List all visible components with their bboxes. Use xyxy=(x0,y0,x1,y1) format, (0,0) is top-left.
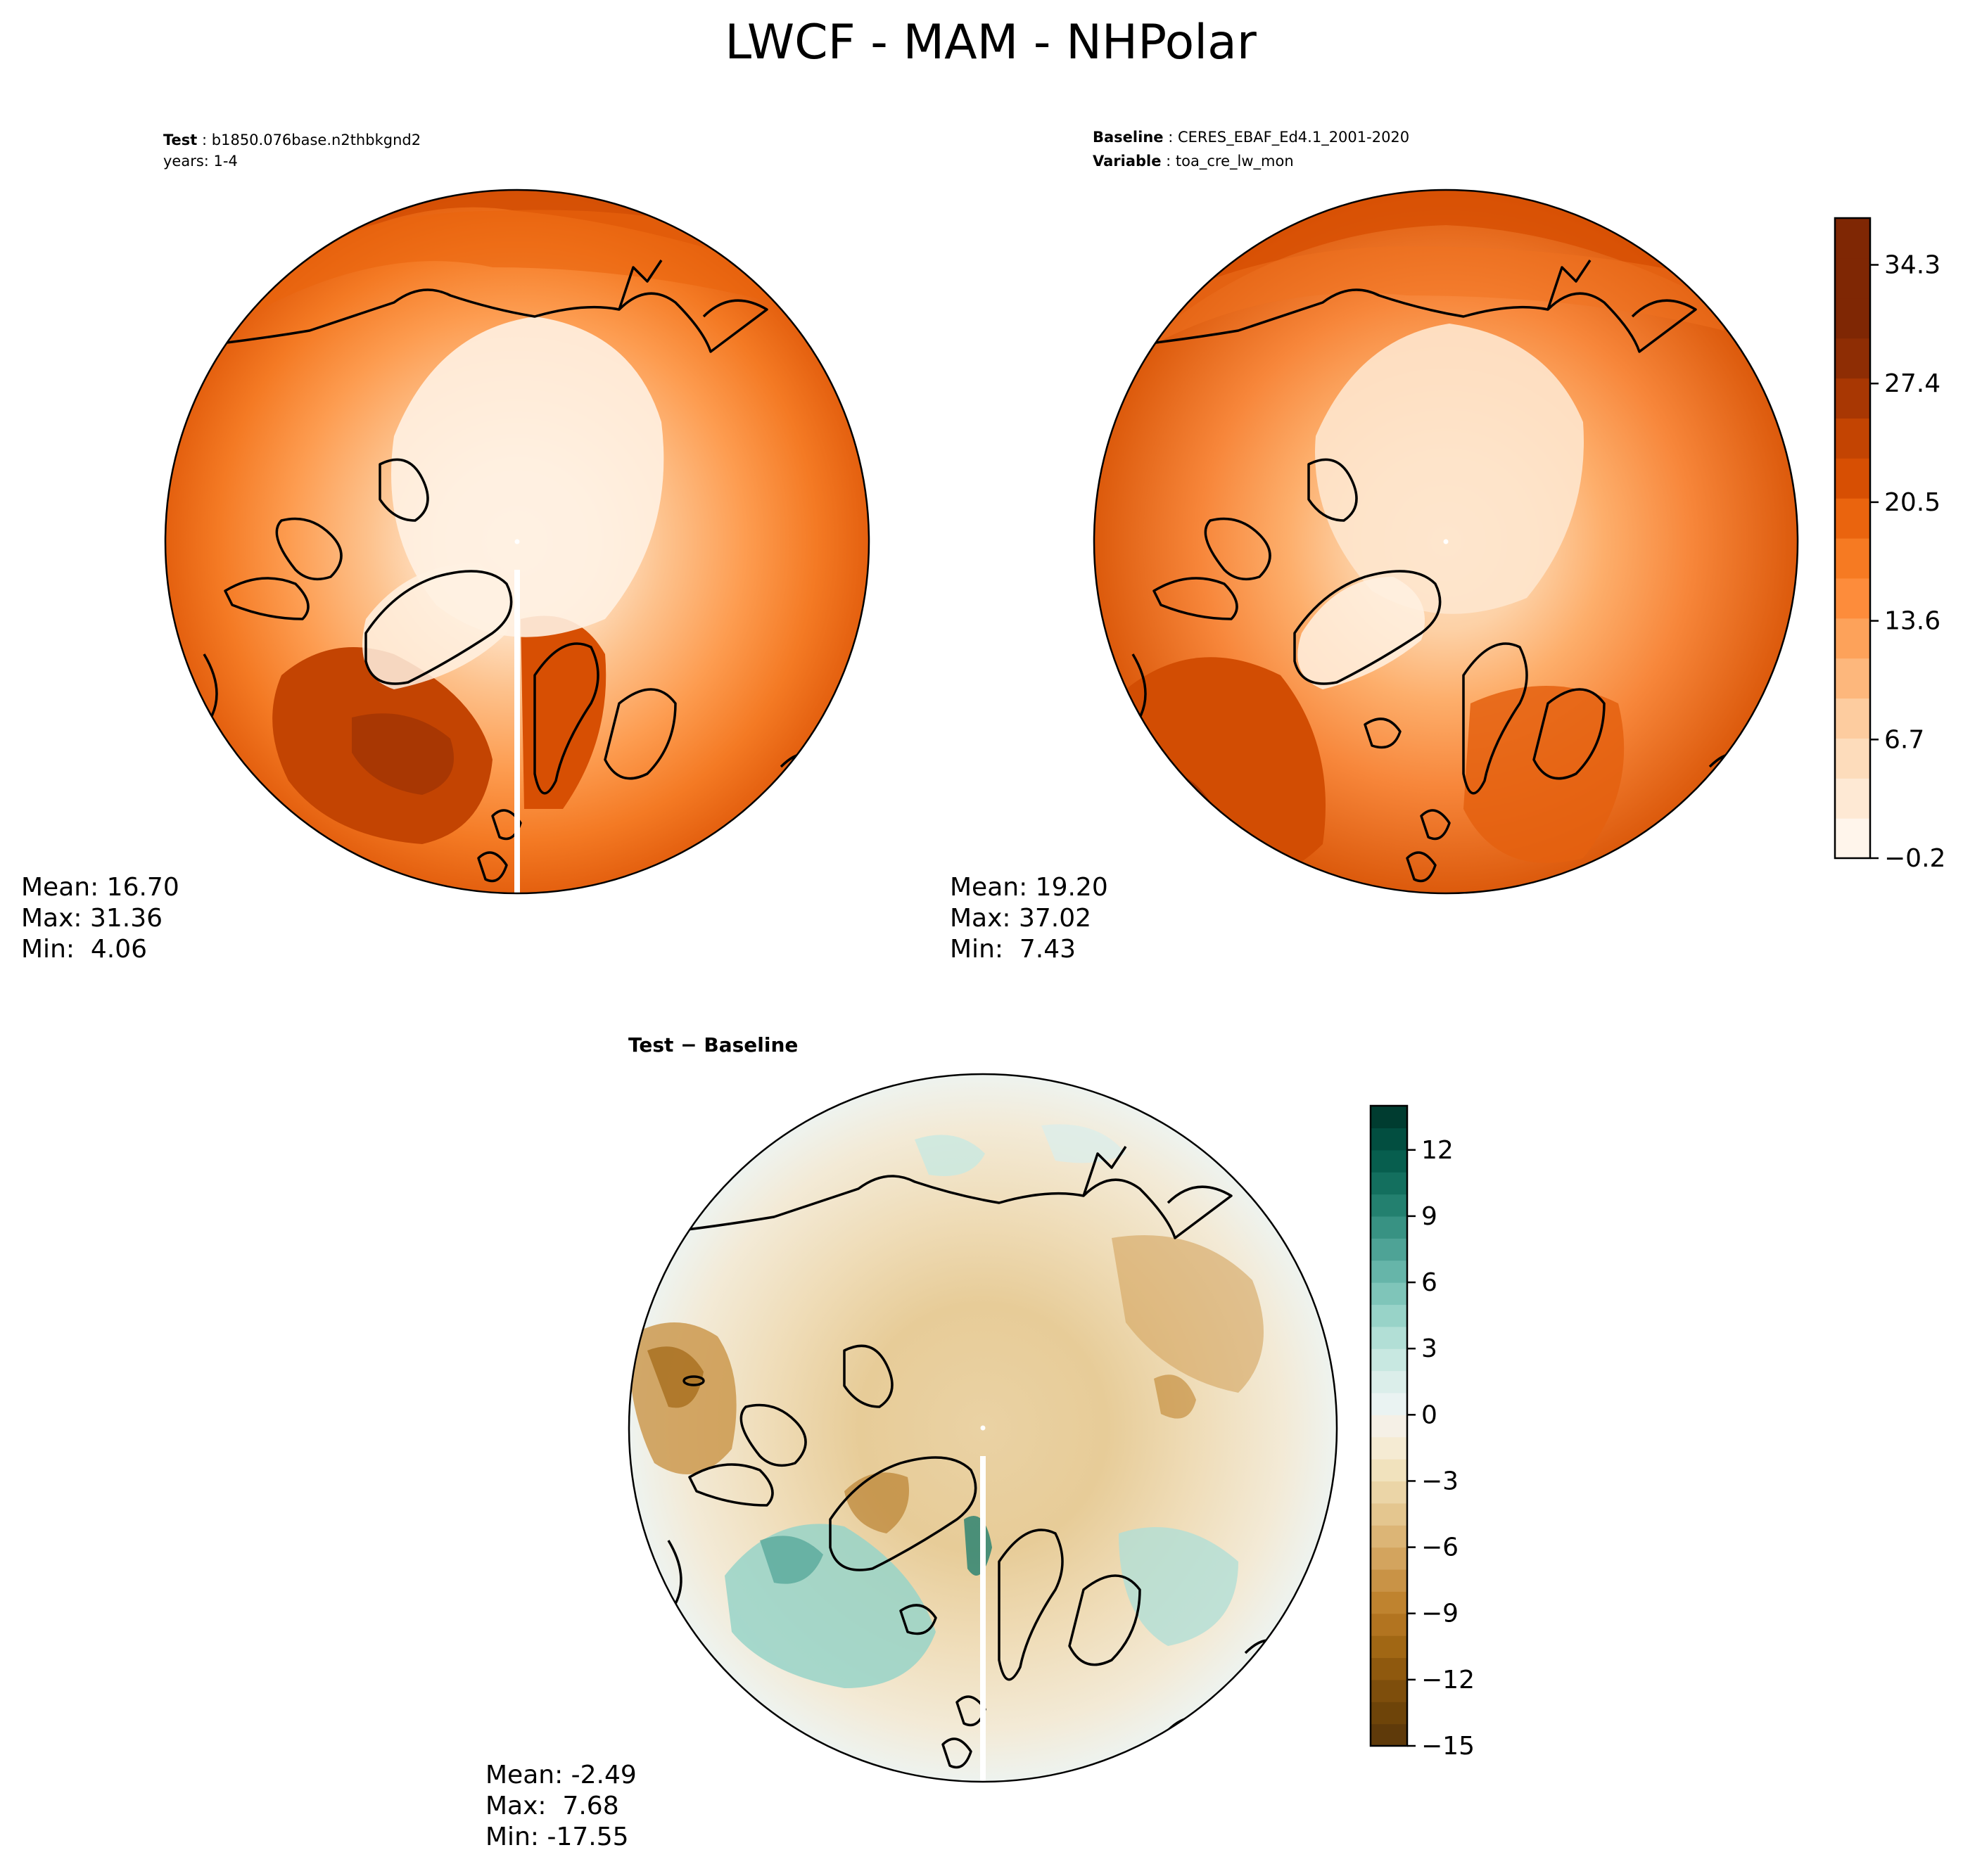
colorbar-main-band xyxy=(1835,658,1870,699)
panel-test: Test : b1850.076base.n2thbkgnd2 years: 1… xyxy=(21,132,870,964)
panel-test-header-1-text: b1850.076base.n2thbkgnd2 xyxy=(212,132,421,148)
colorbar-main-band xyxy=(1835,257,1870,299)
panel-baseline-stat-mean: Mean: 19.20 xyxy=(950,873,1108,902)
colorbar-diff-band xyxy=(1371,1304,1407,1327)
colorbar-diff-band xyxy=(1371,1635,1407,1659)
panel-diff-stat-max: Max: 7.68 xyxy=(485,1792,619,1820)
colorbar-diff-band xyxy=(1371,1149,1407,1173)
colorbar-main-tick-label: 6.7 xyxy=(1884,725,1924,754)
colorbar-main-band xyxy=(1835,338,1870,379)
colorbar-main-band xyxy=(1835,298,1870,339)
panel-baseline: Baseline : CERES_EBAF_Ed4.1_2001-2020 Va… xyxy=(950,129,1799,964)
colorbar-main-band xyxy=(1835,378,1870,419)
colorbar-main-tick-label: 27.4 xyxy=(1884,369,1940,398)
colorbar-diff-band xyxy=(1371,1436,1407,1460)
colorbar-diff-band xyxy=(1371,1702,1407,1725)
colorbar-diff-band xyxy=(1371,1128,1407,1151)
colorbar-main-band xyxy=(1835,418,1870,459)
panel-test-stat-min: Min: 4.06 xyxy=(21,935,147,964)
colorbar-main-tick-label: 34.3 xyxy=(1884,251,1940,280)
colorbar-diff-band xyxy=(1371,1591,1407,1614)
colorbar-main-band xyxy=(1835,498,1870,539)
colorbar-main-band xyxy=(1835,618,1870,659)
panel-test-gap xyxy=(514,570,520,893)
panel-test-boundary xyxy=(164,189,870,895)
colorbar-main-tick-label: −0.2 xyxy=(1884,844,1945,873)
colorbar-main-band xyxy=(1835,458,1870,499)
panel-diff: Test − Baseline xyxy=(485,1033,1338,1851)
colorbar-diff-band xyxy=(1371,1569,1407,1592)
panel-baseline-header-2-text: toa_cre_lw_mon xyxy=(1176,153,1294,170)
colorbar-diff-tick-label: 6 xyxy=(1421,1268,1437,1297)
colorbar-diff-band xyxy=(1371,1679,1407,1702)
colorbar-main: −0.2 6.7 13.6 20.5 27.4 34.3 xyxy=(1834,217,1945,873)
panel-test-header-line-2: years: 1-4 xyxy=(163,153,238,170)
colorbar-main-band xyxy=(1835,698,1870,739)
colorbar-diff-tick-label: −15 xyxy=(1421,1732,1475,1761)
colorbar-main-band xyxy=(1835,778,1870,819)
colorbar-diff-band xyxy=(1371,1370,1407,1393)
panel-baseline-header-1-text: CERES_EBAF_Ed4.1_2001-2020 xyxy=(1178,129,1409,146)
colorbar-diff-tick-label: −6 xyxy=(1421,1533,1459,1562)
panel-baseline-stat-min: Min: 7.43 xyxy=(950,935,1076,964)
panel-baseline-header-1-sep: : xyxy=(1164,129,1178,146)
colorbar-diff-band xyxy=(1371,1613,1407,1636)
colorbar-diff-band xyxy=(1371,1459,1407,1482)
panel-diff-header: Test − Baseline xyxy=(628,1033,798,1057)
colorbar-diff-band xyxy=(1371,1282,1407,1306)
colorbar-diff-frame xyxy=(1369,1104,1409,1747)
figure-title: LWCF - MAM - NHPolar xyxy=(725,15,1257,70)
colorbar-diff-band xyxy=(1371,1723,1407,1747)
colorbar-diff-band xyxy=(1371,1326,1407,1349)
colorbar-diff-tick-label: −12 xyxy=(1421,1666,1475,1695)
colorbar-diff-band xyxy=(1371,1106,1407,1128)
colorbar-diff-band xyxy=(1371,1238,1407,1261)
panel-test-header-1-sep: : xyxy=(197,132,211,148)
colorbar-diff-tick-label: 3 xyxy=(1421,1334,1437,1363)
colorbar-diff-band xyxy=(1371,1215,1407,1239)
colorbar-diff-band xyxy=(1371,1657,1407,1680)
colorbar-main-tick-label: 20.5 xyxy=(1884,488,1940,517)
colorbar-diff-band xyxy=(1371,1547,1407,1570)
panel-baseline-header-2-bold: Variable xyxy=(1093,153,1161,170)
colorbar-diff-band xyxy=(1371,1194,1407,1217)
colorbar-diff-tick-label: 9 xyxy=(1421,1202,1437,1231)
panel-test-header-line-1: Test : b1850.076base.n2thbkgnd2 xyxy=(163,132,421,148)
panel-baseline-header-line-2: Variable : toa_cre_lw_mon xyxy=(1093,153,1294,170)
colorbar-diff-tick-label: 12 xyxy=(1421,1136,1454,1165)
colorbar-diff-tick-label: −9 xyxy=(1421,1600,1459,1628)
colorbar-diff-band xyxy=(1371,1525,1407,1548)
colorbar-main-tick-label: 13.6 xyxy=(1884,607,1940,636)
colorbar-main-band xyxy=(1835,538,1870,579)
colorbar-main-band xyxy=(1835,218,1870,259)
colorbar-diff-tick-label: −3 xyxy=(1421,1467,1459,1495)
panel-baseline-header-2-sep: : xyxy=(1161,153,1175,170)
panel-diff-gap xyxy=(980,1456,986,1782)
colorbar-main-frame xyxy=(1834,217,1872,860)
panel-baseline-header-line-1: Baseline : CERES_EBAF_Ed4.1_2001-2020 xyxy=(1093,129,1409,146)
colorbar-main-band xyxy=(1835,578,1870,619)
colorbar-main-band xyxy=(1835,818,1870,859)
colorbar-diff-tick-label: 0 xyxy=(1421,1400,1437,1429)
colorbar-diff-band xyxy=(1371,1172,1407,1195)
panel-test-stat-mean: Mean: 16.70 xyxy=(21,873,179,902)
panel-baseline-stat-max: Max: 37.02 xyxy=(950,904,1091,933)
colorbar-diff: −15 −12 −9 −6 −3 0 3 6 9 12 xyxy=(1369,1104,1475,1761)
panel-diff-boundary xyxy=(628,1073,1338,1783)
colorbar-main-band xyxy=(1835,738,1870,779)
panel-baseline-header-1-bold: Baseline xyxy=(1093,129,1164,146)
panel-baseline-boundary xyxy=(1093,189,1799,895)
colorbar-diff-band xyxy=(1371,1502,1407,1526)
colorbar-diff-band xyxy=(1371,1260,1407,1283)
colorbar-diff-band xyxy=(1371,1348,1407,1372)
colorbar-diff-band xyxy=(1371,1415,1407,1438)
colorbar-diff-band xyxy=(1371,1481,1407,1504)
panel-diff-stat-mean: Mean: -2.49 xyxy=(485,1761,637,1789)
colorbar-diff-band xyxy=(1371,1392,1407,1415)
panel-test-header-1-bold: Test xyxy=(163,132,197,148)
panel-test-stat-max: Max: 31.36 xyxy=(21,904,163,933)
panel-diff-stat-min: Min: -17.55 xyxy=(485,1823,629,1851)
